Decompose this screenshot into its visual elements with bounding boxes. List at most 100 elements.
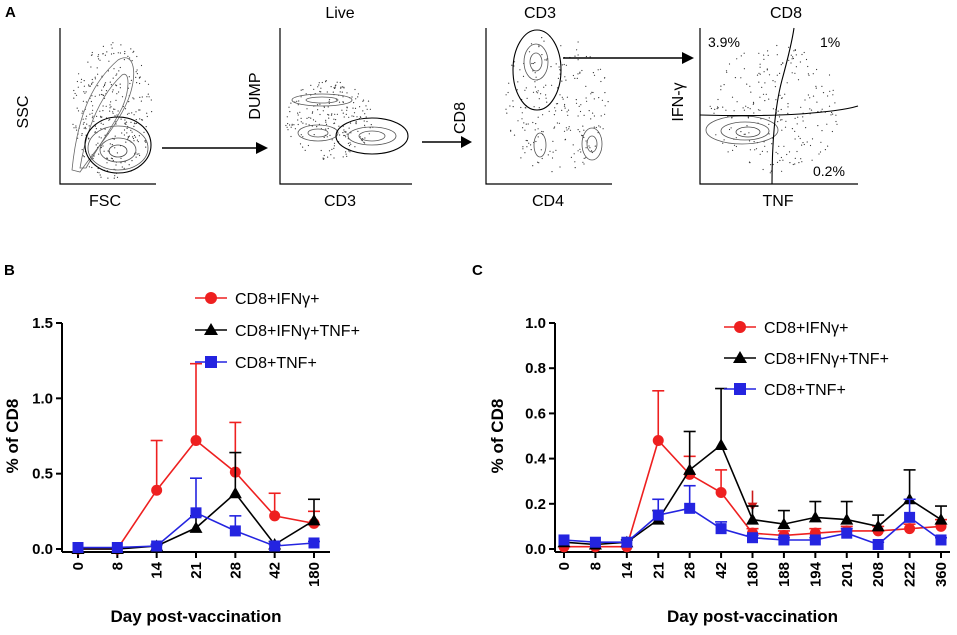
event-dot — [91, 83, 93, 85]
event-dot — [713, 112, 715, 114]
event-dot — [335, 119, 337, 121]
legend-label: CD8+IFNγ+ — [235, 291, 319, 308]
event-dot — [566, 129, 568, 131]
event-dot — [110, 84, 112, 86]
event-dot — [121, 96, 124, 98]
contour — [291, 93, 353, 107]
event-dot — [805, 127, 807, 129]
event-dot — [100, 93, 102, 96]
event-dot — [133, 98, 135, 100]
event-dot — [334, 113, 336, 115]
event-dot — [797, 116, 799, 118]
event-dot — [774, 81, 776, 83]
event-dot — [561, 64, 563, 66]
event-dot — [102, 105, 104, 107]
event-dot — [317, 86, 319, 88]
event-dot — [300, 134, 302, 136]
event-dot — [586, 100, 588, 102]
event-dot — [89, 85, 91, 87]
event-dot — [759, 109, 761, 111]
event-dot — [80, 78, 83, 80]
event-dot — [572, 74, 575, 77]
data-point — [308, 537, 320, 549]
event-dot — [75, 127, 77, 129]
event-dot — [313, 88, 315, 90]
legend-marker — [204, 323, 218, 335]
event-dot — [100, 137, 102, 139]
event-dot — [578, 105, 580, 107]
event-dot — [296, 100, 298, 102]
flow-title: CD3 — [524, 5, 556, 22]
event-dot — [365, 116, 367, 118]
event-dot — [291, 124, 293, 126]
event-dot — [607, 101, 609, 103]
event-dot — [566, 111, 568, 113]
event-dot — [128, 101, 130, 103]
event-dot — [328, 150, 331, 152]
event-dot — [107, 150, 109, 152]
event-dot — [98, 94, 101, 96]
event-dot — [595, 126, 597, 129]
event-dot — [92, 157, 94, 160]
data-point — [746, 513, 759, 525]
event-dot — [330, 114, 333, 116]
event-dot — [541, 54, 543, 56]
event-dot — [300, 96, 302, 98]
event-dot — [325, 121, 327, 123]
event-dot — [778, 145, 780, 147]
event-dot — [775, 99, 777, 101]
event-dot — [720, 89, 722, 91]
event-dot — [322, 158, 324, 160]
event-dot — [507, 91, 509, 94]
event-dot — [772, 80, 774, 82]
event-dot — [123, 59, 125, 61]
event-dot — [83, 156, 85, 158]
data-point — [269, 540, 281, 552]
contour — [108, 144, 128, 158]
event-dot — [749, 85, 751, 87]
event-dot — [83, 85, 85, 87]
event-dot — [321, 81, 323, 84]
event-dot — [598, 125, 600, 127]
event-dot — [83, 91, 85, 93]
event-dot — [538, 98, 540, 100]
event-dot — [357, 93, 359, 95]
event-dot — [94, 78, 96, 80]
event-dot — [123, 129, 126, 131]
event-dot — [88, 84, 90, 86]
event-dot — [110, 44, 112, 46]
event-dot — [602, 128, 604, 130]
event-dot — [326, 91, 328, 93]
event-dot — [101, 89, 103, 91]
y-tick-label: 0.6 — [525, 405, 546, 422]
event-dot — [776, 161, 779, 163]
event-dot — [293, 124, 295, 126]
x-tick-label: 42 — [713, 562, 730, 579]
event-dot — [119, 52, 121, 54]
event-dot — [555, 110, 557, 112]
event-dot — [725, 109, 727, 111]
event-dot — [535, 140, 537, 143]
event-dot — [788, 59, 790, 61]
event-dot — [717, 98, 719, 101]
event-dot — [308, 124, 310, 126]
event-dot — [346, 92, 348, 94]
event-dot — [577, 54, 579, 56]
event-dot — [579, 131, 581, 133]
event-dot — [781, 129, 783, 131]
contour — [720, 121, 770, 141]
event-dot — [318, 84, 320, 86]
event-dot — [126, 127, 128, 129]
data-point — [684, 502, 696, 514]
event-dot — [143, 131, 145, 133]
event-dot — [740, 131, 742, 133]
event-dot — [361, 140, 363, 142]
event-dot — [763, 71, 765, 73]
event-dot — [542, 131, 544, 133]
event-dot — [532, 62, 534, 65]
event-dot — [353, 102, 355, 104]
event-dot — [811, 138, 814, 140]
event-dot — [365, 105, 367, 107]
event-dot — [120, 162, 122, 164]
event-dot — [590, 118, 592, 120]
